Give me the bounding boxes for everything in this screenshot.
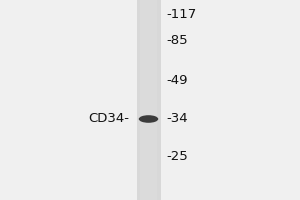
Ellipse shape <box>139 115 158 123</box>
Bar <box>136 0 160 200</box>
Text: -85: -85 <box>167 33 188 46</box>
Text: -34: -34 <box>167 112 188 126</box>
Text: -49: -49 <box>167 73 188 86</box>
Bar <box>140 0 157 200</box>
Text: -117: -117 <box>167 7 197 21</box>
Text: -25: -25 <box>167 150 188 162</box>
Text: CD34-: CD34- <box>88 112 129 126</box>
